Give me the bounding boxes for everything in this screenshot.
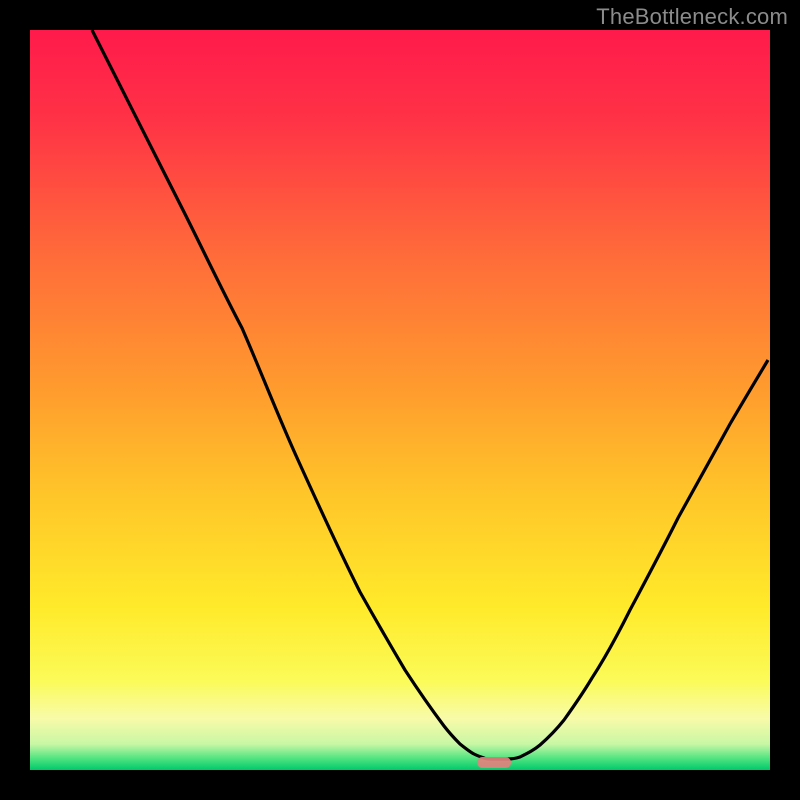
chart-stage: TheBottleneck.com — [0, 0, 800, 800]
watermark-text: TheBottleneck.com — [596, 4, 788, 30]
bottleneck-plot — [0, 0, 800, 800]
dip-marker — [477, 757, 511, 768]
